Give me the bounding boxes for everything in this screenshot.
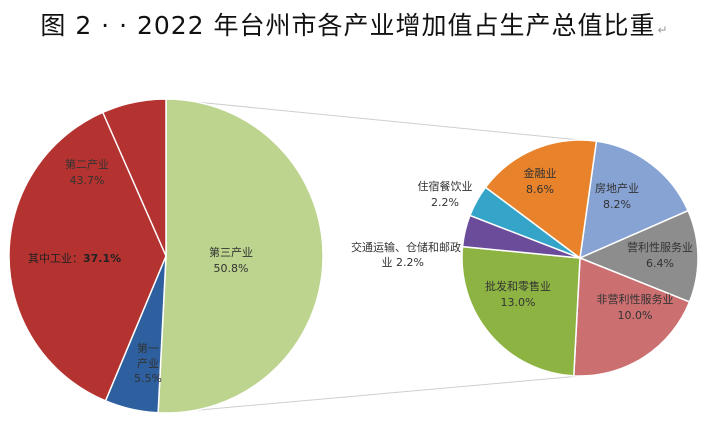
label-secondary-name: 第二产业: [65, 157, 109, 171]
slice-labels: 第三产业 50.8% 第一 产业 5.5% 第二产业 43.7% 其中工业：37…: [28, 157, 693, 385]
label-tertiary-name: 第三产业: [209, 245, 253, 259]
connector-line-top: [165, 98, 581, 141]
label-industry-name: 其中工业：: [28, 252, 83, 265]
main-pie: [8, 98, 324, 414]
industry-divider-line: [102, 112, 167, 257]
label-primary-name-2: 产业: [137, 356, 159, 370]
label-transport-name-1: 交通运输、仓储和邮政: [351, 240, 461, 254]
label-secondary-value: 43.7%: [70, 174, 105, 187]
pie-slice-secondary: [8, 98, 167, 402]
label-realestate-name: 房地产业: [595, 181, 639, 195]
label-transport-name-2: 业 2.2%: [382, 256, 424, 269]
pie-slice-nonprofit_services: [572, 256, 691, 377]
label-profit-services-value: 6.4%: [646, 257, 674, 270]
label-wholesale-name: 批发和零售业: [485, 279, 551, 293]
pie-slice-profit_services: [578, 209, 699, 303]
connector-line-bottom: [165, 375, 581, 414]
label-nonprofit-services-value: 10.0%: [618, 309, 653, 322]
label-tertiary-value: 50.8%: [214, 262, 249, 275]
label-realestate-value: 8.2%: [603, 198, 631, 211]
label-primary-value: 5.5%: [134, 372, 162, 385]
connector-lines: [165, 98, 581, 414]
pie-slice-tertiary: [157, 98, 324, 414]
label-primary-name-1: 第一: [137, 341, 159, 355]
tertiary-breakdown-pie: [461, 139, 699, 377]
label-hospitality-value: 2.2%: [431, 196, 459, 209]
pie-slice-finance: [484, 139, 598, 260]
label-finance-name: 金融业: [524, 166, 557, 180]
label-finance-value: 8.6%: [526, 183, 554, 196]
label-industry-sub: 其中工业：37.1%: [28, 252, 121, 265]
label-nonprofit-services-name: 非营利性服务业: [597, 292, 674, 306]
return-mark-icon: ↵: [657, 23, 669, 37]
label-wholesale-value: 13.0%: [501, 296, 536, 309]
pie-slice-realestate: [579, 140, 690, 260]
chart-title: 图 2 · · 2022 年台州市各产业增加值占生产总值比重 ↵: [0, 6, 709, 42]
chart-title-text: 图 2 · · 2022 年台州市各产业增加值占生产总值比重: [40, 11, 656, 40]
pie-slice-wholesale: [461, 245, 581, 377]
label-profit-services-name: 营利性服务业: [627, 240, 693, 254]
label-hospitality-name: 住宿餐饮业: [418, 179, 473, 193]
label-industry-value: 37.1%: [83, 252, 121, 265]
